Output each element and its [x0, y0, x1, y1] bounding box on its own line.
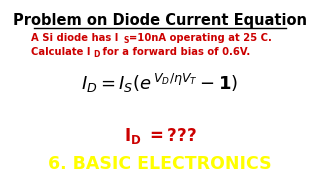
- Text: S: S: [123, 36, 128, 45]
- Text: 6. BASIC ELECTRONICS: 6. BASIC ELECTRONICS: [48, 155, 272, 173]
- Text: =10nA operating at 25 C.: =10nA operating at 25 C.: [129, 33, 272, 43]
- Text: Calculate I: Calculate I: [31, 47, 91, 57]
- Text: D: D: [93, 50, 99, 59]
- Text: A Si diode has I: A Si diode has I: [31, 33, 119, 43]
- Text: for a forward bias of 0.6V.: for a forward bias of 0.6V.: [99, 47, 251, 57]
- Text: $I_D = I_S\left(e^{\,V_D/\eta V_T} - \mathbf{1}\right)$: $I_D = I_S\left(e^{\,V_D/\eta V_T} - \ma…: [81, 72, 239, 95]
- Text: $\mathbf{I_D}$ $\mathbf{=???}$: $\mathbf{I_D}$ $\mathbf{=???}$: [124, 126, 196, 146]
- Text: Problem on Diode Current Equation: Problem on Diode Current Equation: [13, 13, 307, 28]
